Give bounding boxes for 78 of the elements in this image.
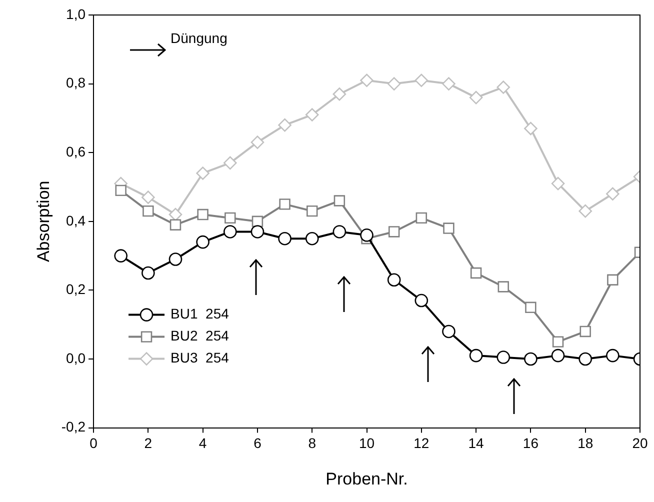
point: [196, 235, 210, 249]
point: [580, 326, 591, 338]
point: [442, 77, 456, 90]
point: [469, 90, 483, 104]
y-axis-title: Absorption: [34, 180, 53, 262]
point: [278, 232, 292, 246]
point: [196, 166, 210, 180]
x-tick-label: 18: [578, 435, 594, 452]
point: [551, 176, 565, 190]
point: [334, 195, 346, 206]
point: [525, 302, 536, 313]
point: [524, 122, 538, 136]
point: [250, 225, 264, 238]
point: [332, 225, 346, 238]
x-tick-label: 0: [90, 435, 98, 452]
point: [387, 273, 401, 287]
annotation: Düngung: [170, 30, 228, 46]
x-tick-label: 20: [632, 435, 648, 452]
point: [142, 205, 154, 217]
point: [168, 252, 182, 266]
legend-label: BU3 254: [170, 350, 230, 366]
point: [442, 324, 456, 338]
point: [197, 208, 208, 220]
legend-label: BU2 254: [170, 328, 230, 344]
point: [607, 274, 618, 286]
point: [142, 190, 155, 204]
y-tick-label: 0,2: [66, 281, 86, 298]
x-axis-title: Proben-Nr.: [326, 469, 408, 488]
y-tick-label: 0,0: [66, 350, 86, 366]
x-tick-label: 4: [198, 435, 207, 452]
y-tick-label: 1,0: [66, 6, 86, 22]
point: [469, 348, 483, 362]
x-tick-label: 14: [468, 435, 484, 452]
point: [498, 281, 509, 292]
point: [114, 249, 128, 262]
point: [606, 187, 620, 201]
point: [552, 336, 564, 348]
point: [551, 348, 565, 362]
point: [578, 204, 592, 218]
point: [115, 184, 126, 196]
point: [414, 74, 428, 88]
point: [578, 352, 592, 366]
point: [496, 80, 510, 94]
x-tick-label: 8: [308, 435, 316, 452]
point: [470, 267, 482, 279]
x-tick-label: 12: [414, 435, 430, 452]
legend-label: BU1 254: [170, 306, 230, 322]
point: [360, 74, 374, 88]
point: [414, 294, 428, 308]
point: [278, 118, 292, 132]
point: [305, 108, 319, 122]
point: [416, 212, 428, 224]
point: [223, 225, 237, 238]
x-tick-label: 2: [144, 435, 152, 452]
y-tick-label: 0,8: [66, 74, 86, 91]
x-tick-label: 16: [522, 435, 539, 452]
y-tick-label: 0,4: [66, 212, 86, 228]
point: [142, 266, 155, 280]
point: [524, 352, 538, 366]
point: [168, 208, 182, 222]
point: [332, 87, 346, 101]
point: [388, 226, 400, 238]
point: [305, 232, 319, 246]
x-tick-label: 6: [254, 435, 262, 452]
point: [279, 198, 290, 210]
point: [443, 222, 454, 234]
x-tick-label: 10: [358, 435, 375, 452]
point: [224, 212, 236, 224]
point: [387, 77, 401, 90]
point: [223, 156, 237, 170]
point: [306, 205, 318, 217]
point: [606, 348, 620, 362]
point: [496, 350, 510, 364]
y-tick-label: 0,6: [66, 143, 86, 160]
point: [360, 228, 374, 242]
point: [170, 219, 182, 230]
point: [250, 136, 264, 149]
y-tick-label: -0,2: [61, 418, 86, 435]
